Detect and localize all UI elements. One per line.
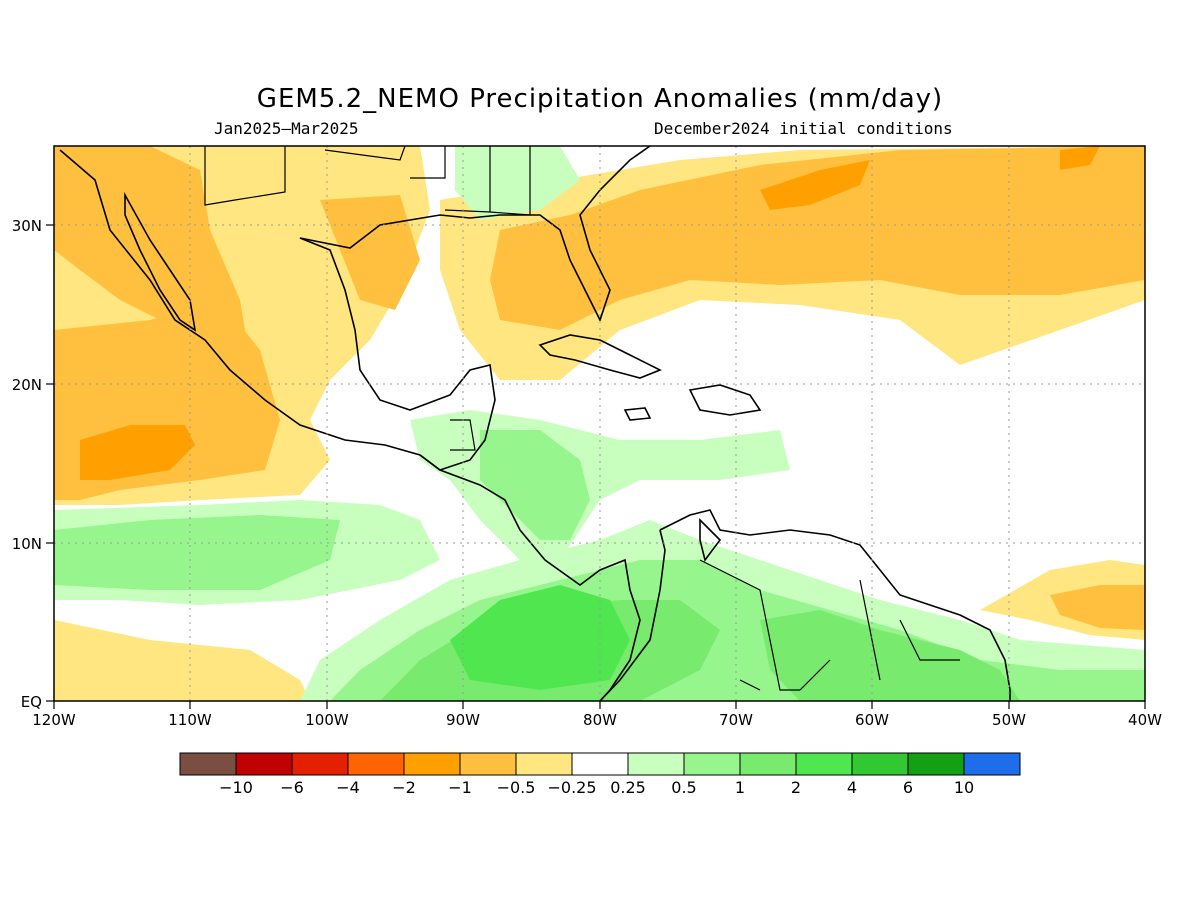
wet-region-central-america-core xyxy=(480,430,590,540)
colorbar-swatch xyxy=(347,752,405,776)
wet-region-gulf-north xyxy=(455,146,580,220)
colorbar-label: 0.5 xyxy=(671,778,696,797)
lat-label-10n: 10N xyxy=(12,535,42,553)
colorbar-swatch xyxy=(515,752,573,776)
colorbar-label: 0.25 xyxy=(610,778,646,797)
colorbar-swatch xyxy=(235,752,293,776)
political-borders xyxy=(204,146,960,691)
dry-region-atlantic-core xyxy=(490,146,1145,330)
lon-label-110w: 110W xyxy=(168,711,212,729)
colorbar-swatch xyxy=(963,752,1021,776)
initial-conditions: December2024 initial conditions xyxy=(654,119,953,138)
colorbar-label: −10 xyxy=(219,778,253,797)
lon-label-90w: 90W xyxy=(446,711,480,729)
lon-label-60w: 60W xyxy=(855,711,889,729)
tick-marks xyxy=(46,224,1146,709)
wet-region-amazon xyxy=(760,610,1020,701)
dry-region-east-atlantic-core xyxy=(1050,585,1145,630)
dry-region-atlantic-max xyxy=(760,160,870,210)
valid-period: Jan2025–Mar2025 xyxy=(214,119,359,138)
colorbar-swatch xyxy=(459,752,517,776)
colorbar-swatch xyxy=(291,752,349,776)
lon-label-40w: 40W xyxy=(1128,711,1162,729)
colorbar-label: 1 xyxy=(735,778,745,797)
lon-label-120w: 120W xyxy=(32,711,76,729)
anomaly-field xyxy=(54,146,1145,701)
colorbar-swatch xyxy=(571,752,629,776)
lat-label-eq: EQ xyxy=(21,693,42,711)
lat-label-30n: 30N xyxy=(12,217,42,235)
graticule xyxy=(54,146,1145,701)
wet-region-max xyxy=(450,585,630,690)
lon-label-50w: 50W xyxy=(992,711,1026,729)
colorbar-swatch xyxy=(403,752,461,776)
dry-region-pacific-max xyxy=(80,425,195,480)
colorbar-swatch xyxy=(179,752,237,776)
colorbar-label: 4 xyxy=(847,778,857,797)
lat-label-20n: 20N xyxy=(12,376,42,394)
colorbar-label: −1 xyxy=(448,778,472,797)
colorbar-swatch xyxy=(627,752,685,776)
colorbar-swatch xyxy=(683,752,741,776)
coastlines xyxy=(59,146,1011,701)
colorbar-label: 2 xyxy=(791,778,801,797)
colorbar-label: −0.25 xyxy=(547,778,596,797)
lon-label-100w: 100W xyxy=(305,711,349,729)
colorbar-label: −0.5 xyxy=(497,778,536,797)
wet-region-itcz-core xyxy=(54,515,340,590)
colorbar-swatch xyxy=(907,752,965,776)
dry-region-gulf xyxy=(320,195,420,310)
colorbar-label: 10 xyxy=(954,778,974,797)
colorbar-swatch xyxy=(795,752,853,776)
lon-label-70w: 70W xyxy=(719,711,753,729)
dry-region-atlantic-max2 xyxy=(1060,146,1100,170)
map-title: GEM5.2_NEMO Precipitation Anomalies (mm/… xyxy=(256,84,944,114)
colorbar-label: −2 xyxy=(392,778,416,797)
colorbar-swatch xyxy=(739,752,797,776)
colorbar-swatch xyxy=(851,752,909,776)
lon-label-80w: 80W xyxy=(583,711,617,729)
colorbar-label: 6 xyxy=(903,778,913,797)
colorbar-label: −4 xyxy=(336,778,360,797)
dry-region-south-pacific xyxy=(54,620,310,701)
colorbar: −10 −6 −4 −2 −1 −0.5 −0.25 0.25 0.5 1 2 4 6 10 xyxy=(179,752,1021,797)
colorbar-label: −6 xyxy=(280,778,304,797)
